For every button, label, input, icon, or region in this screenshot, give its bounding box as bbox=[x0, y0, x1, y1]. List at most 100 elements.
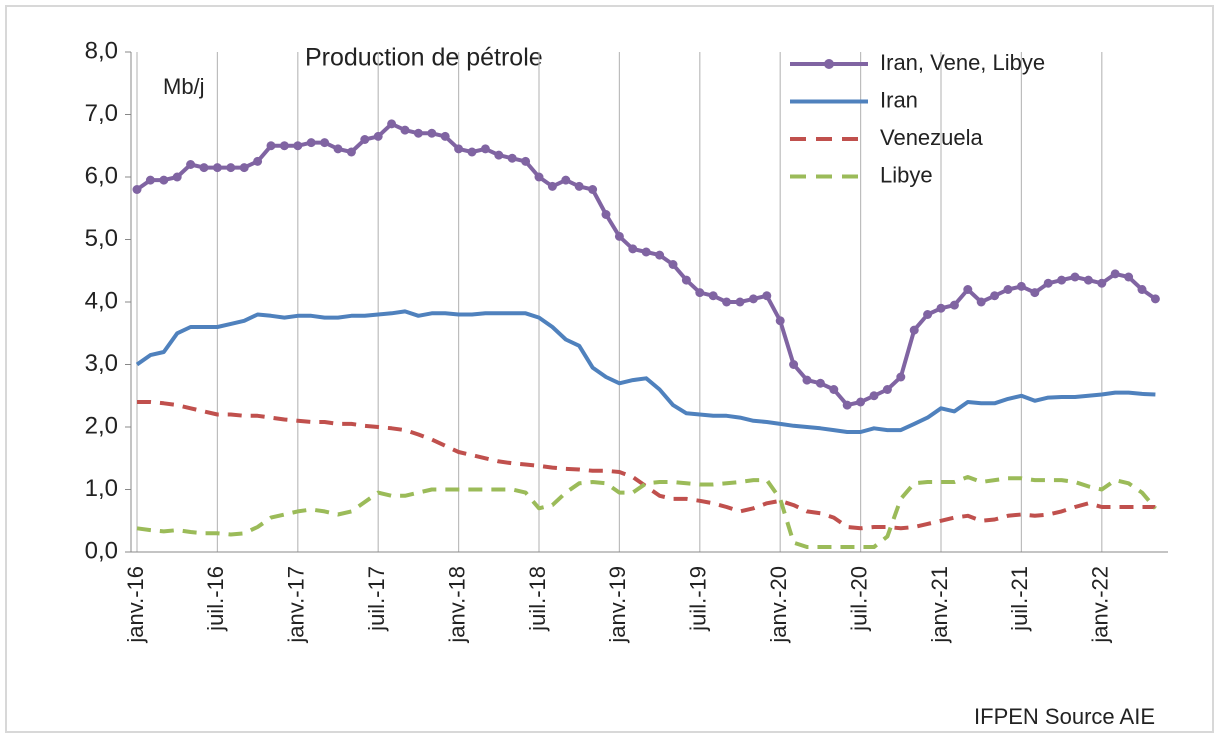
data-point bbox=[320, 138, 330, 148]
data-point bbox=[695, 288, 705, 298]
data-point bbox=[574, 181, 584, 191]
data-point bbox=[641, 247, 651, 257]
y-tick-label: 4,0 bbox=[85, 287, 118, 314]
data-point bbox=[172, 172, 182, 182]
data-point bbox=[775, 316, 785, 326]
data-point bbox=[923, 310, 933, 319]
data-point bbox=[132, 185, 142, 194]
data-point bbox=[588, 185, 598, 194]
data-point bbox=[614, 231, 624, 241]
data-point bbox=[1030, 288, 1040, 298]
data-point bbox=[1110, 269, 1120, 279]
data-point bbox=[735, 297, 745, 307]
data-point bbox=[1070, 272, 1080, 282]
data-point bbox=[186, 160, 196, 169]
x-tick-label: janv.-21 bbox=[927, 566, 952, 644]
legend-label: Iran, Vene, Libye bbox=[880, 50, 1045, 75]
data-point bbox=[1097, 278, 1107, 288]
data-point bbox=[226, 163, 236, 173]
data-point bbox=[963, 285, 973, 294]
data-point bbox=[882, 385, 892, 394]
data-point bbox=[480, 144, 490, 154]
x-tick-label: juil.-18 bbox=[525, 566, 550, 632]
data-point bbox=[1137, 285, 1147, 294]
data-point bbox=[534, 172, 544, 182]
data-point bbox=[1150, 294, 1160, 304]
data-point bbox=[360, 135, 370, 144]
legend-label: Venezuela bbox=[880, 125, 984, 150]
data-point bbox=[722, 297, 732, 307]
data-point bbox=[547, 181, 557, 191]
data-point bbox=[1124, 272, 1134, 282]
data-point bbox=[413, 128, 423, 138]
data-point bbox=[748, 294, 758, 304]
chart-title: Production de pétrole bbox=[305, 44, 543, 72]
legend-label: Libye bbox=[880, 162, 933, 187]
data-point bbox=[333, 144, 343, 154]
data-point bbox=[1043, 278, 1053, 288]
data-point bbox=[145, 175, 155, 185]
data-point bbox=[373, 131, 383, 141]
data-point bbox=[1057, 275, 1067, 285]
data-point bbox=[1016, 281, 1026, 291]
legend-marker bbox=[824, 59, 834, 69]
x-tick-label: juil.-21 bbox=[1007, 566, 1032, 632]
x-tick-label: janv.-18 bbox=[444, 566, 469, 644]
data-point bbox=[829, 385, 839, 394]
data-point bbox=[346, 147, 356, 157]
data-point bbox=[400, 125, 410, 135]
y-axis-label: Mb/j bbox=[163, 74, 205, 99]
data-point bbox=[454, 144, 464, 154]
data-point bbox=[762, 291, 772, 301]
series-line bbox=[136, 475, 1157, 549]
data-point bbox=[842, 400, 852, 410]
data-point bbox=[521, 156, 531, 166]
data-point bbox=[253, 156, 263, 166]
data-point bbox=[159, 175, 169, 185]
data-point bbox=[467, 147, 477, 157]
data-point bbox=[1003, 285, 1013, 294]
data-point bbox=[815, 378, 825, 388]
data-point bbox=[856, 397, 866, 407]
data-point bbox=[266, 141, 276, 151]
data-point bbox=[1083, 275, 1093, 285]
legend-label: Iran bbox=[880, 87, 918, 112]
x-tick-label: juil.-17 bbox=[364, 566, 389, 632]
data-point bbox=[909, 325, 919, 335]
data-point bbox=[708, 291, 718, 301]
data-point bbox=[494, 150, 504, 160]
data-point bbox=[306, 138, 316, 148]
data-point bbox=[668, 260, 678, 269]
data-point bbox=[293, 141, 303, 151]
data-point bbox=[601, 210, 611, 219]
x-tick-label: juil.-20 bbox=[846, 566, 871, 632]
data-point bbox=[976, 297, 986, 307]
data-point bbox=[387, 119, 397, 129]
series-line bbox=[137, 400, 1156, 531]
y-tick-label: 6,0 bbox=[85, 162, 118, 189]
data-point bbox=[789, 360, 799, 369]
data-point bbox=[279, 141, 289, 151]
data-point bbox=[990, 291, 1000, 301]
data-point bbox=[802, 375, 812, 385]
data-point bbox=[628, 244, 638, 254]
data-point bbox=[507, 153, 517, 163]
data-point bbox=[936, 303, 946, 313]
data-point bbox=[896, 372, 906, 382]
data-point bbox=[239, 163, 249, 173]
x-tick-label: janv.-20 bbox=[766, 566, 791, 644]
series-line bbox=[135, 309, 1156, 434]
data-point bbox=[561, 175, 571, 185]
y-tick-label: 7,0 bbox=[85, 100, 118, 127]
data-point bbox=[949, 300, 959, 310]
data-point bbox=[655, 250, 665, 260]
y-tick-label: 3,0 bbox=[85, 350, 118, 377]
x-tick-label: janv.-17 bbox=[284, 566, 309, 644]
x-tick-label: janv.-16 bbox=[123, 566, 148, 644]
data-point bbox=[869, 391, 879, 401]
source-note: IFPEN Source AIE bbox=[974, 704, 1155, 729]
data-point bbox=[212, 163, 222, 173]
x-tick-label: janv.-22 bbox=[1088, 566, 1113, 644]
x-tick-label: janv.-19 bbox=[605, 566, 630, 644]
